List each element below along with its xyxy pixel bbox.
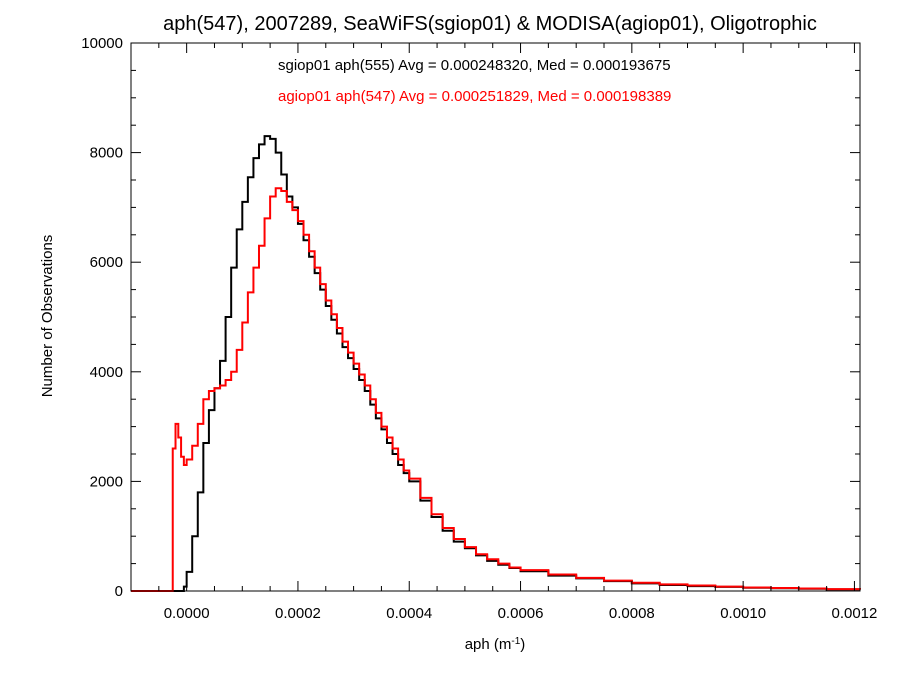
x-tick-label: 0.0010 xyxy=(720,605,766,622)
y-tick-label: 4000 xyxy=(90,364,123,381)
series-line-agiop01 xyxy=(131,187,861,592)
x-axis-label-superscript: -1 xyxy=(511,636,520,647)
series-layer xyxy=(131,135,861,592)
y-axis-label: Number of Observations xyxy=(39,235,56,398)
chart-title: aph(547), 2007289, SeaWiFS(sgiop01) & MO… xyxy=(163,13,817,35)
y-tick-label: 0 xyxy=(115,583,123,600)
x-tick-label: 0.0012 xyxy=(831,605,877,622)
x-tick-labels: 0.0000 0.0002 0.0004 0.0006 0.0008 0.0010 0.00… xyxy=(164,605,878,622)
x-axis-label-main: aph (m xyxy=(465,636,512,653)
series-line-sgiop01 xyxy=(131,135,861,592)
x-axis-label-close: ) xyxy=(520,636,525,653)
legend-entry-agiop01: agiop01 aph(547) Avg = 0.000251829, Med … xyxy=(278,88,671,105)
y-tick-label: 2000 xyxy=(90,473,123,490)
y-tick-label: 10000 xyxy=(81,35,123,52)
x-tick-label: 0.0006 xyxy=(498,605,544,622)
legend-entry-sgiop01: sgiop01 aph(555) Avg = 0.000248320, Med … xyxy=(278,57,671,74)
x-tick-label: 0.0008 xyxy=(609,605,655,622)
x-tick-label: 0.0000 xyxy=(164,605,210,622)
y-tick-label: 6000 xyxy=(90,254,123,271)
plot-frame xyxy=(130,42,861,592)
x-axis-label: aph (m-1) xyxy=(465,636,526,654)
axis-ticks xyxy=(130,42,860,592)
x-tick-label: 0.0004 xyxy=(386,605,432,622)
y-tick-label: 8000 xyxy=(90,145,123,162)
y-tick-labels: 0 2000 4000 6000 8000 10000 xyxy=(81,35,123,600)
x-tick-label: 0.0002 xyxy=(275,605,321,622)
